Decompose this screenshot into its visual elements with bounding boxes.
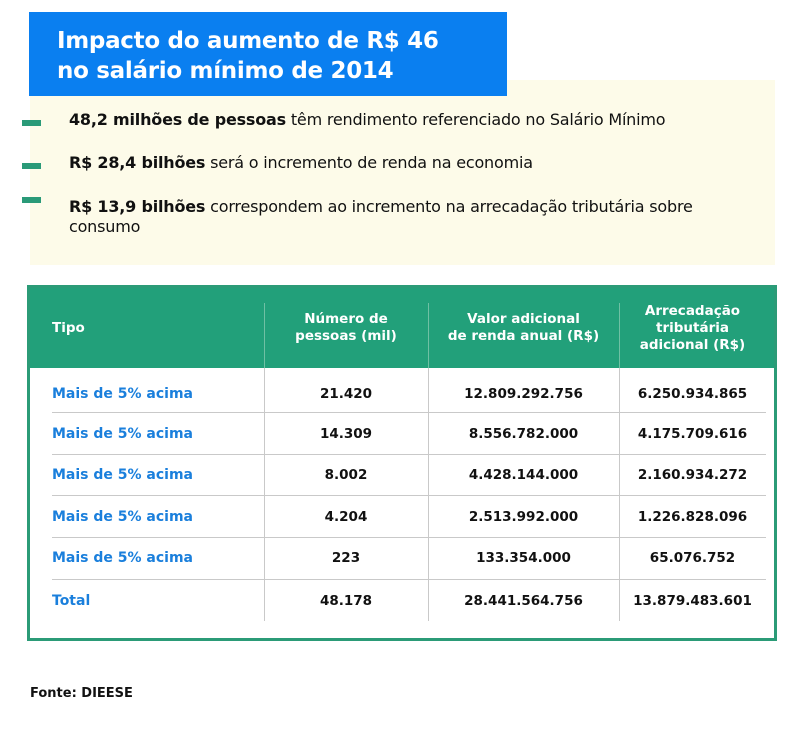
highlight-rest: têm rendimento referenciado no Salário M… — [285, 110, 666, 129]
table-row: Mais de 5% acima 21.420 12.809.292.756 6… — [30, 373, 774, 414]
cell-valor: 28.441.564.756 — [464, 592, 583, 609]
cell-pessoas: 4.204 — [324, 508, 368, 525]
data-table: Tipo Número de pessoas (mil) Valor adicio… — [27, 285, 777, 641]
table-row: Mais de 5% acima 223 133.354.000 65.076.… — [30, 537, 774, 578]
highlight-text: R$ 28,4 bilhões será o incremento de ren… — [69, 153, 769, 173]
source-note: Fonte: DIEESE — [30, 686, 133, 701]
cell-tipo: Mais de 5% acima — [52, 385, 193, 402]
cell-arrecadacao: 2.160.934.272 — [637, 466, 748, 483]
cell-arrecadacao: 1.226.828.096 — [637, 508, 748, 525]
cell-pessoas: 8.002 — [324, 466, 368, 483]
column-divider — [619, 368, 620, 621]
header-valor-line2: de renda anual (R$) — [447, 328, 600, 344]
table-row: Mais de 5% acima 8.002 4.428.144.000 2.1… — [30, 454, 774, 495]
cell-valor: 4.428.144.000 — [468, 466, 579, 483]
header-arrecadacao: Arrecadação tributária adicional (R$) — [619, 288, 766, 368]
table-row: Mais de 5% acima 4.204 2.513.992.000 1.2… — [30, 496, 774, 537]
header-pessoas: Número de pessoas (mil) — [264, 288, 428, 368]
highlight-bold: R$ 13,9 bilhões — [69, 197, 206, 216]
column-divider — [619, 303, 620, 368]
cell-tipo: Mais de 5% acima — [52, 549, 193, 566]
cell-arrecadacao: 4.175.709.616 — [637, 425, 748, 442]
bullet-dash-icon — [22, 163, 41, 169]
header-valor-line1: Valor adicional — [467, 311, 580, 327]
table-row-total: Total 48.178 28.441.564.756 13.879.483.6… — [30, 580, 774, 621]
header-pessoas-line2: pessoas (mil) — [295, 328, 397, 344]
table-header: Tipo Número de pessoas (mil) Valor adicio… — [30, 288, 774, 368]
title-line-1: Impacto do aumento de R$ 46 — [57, 28, 439, 54]
cell-valor: 2.513.992.000 — [468, 508, 579, 525]
header-arrec-line3: adicional (R$) — [639, 336, 746, 353]
row-divider — [52, 412, 766, 413]
highlight-text: R$ 13,9 bilhões correspondem ao incremen… — [69, 197, 759, 237]
table-row: Mais de 5% acima 14.309 8.556.782.000 4.… — [30, 413, 774, 454]
cell-valor: 12.809.292.756 — [464, 385, 583, 402]
cell-tipo: Total — [52, 592, 91, 609]
header-arrec-line2: tributária — [656, 319, 729, 336]
cell-arrecadacao: 13.879.483.601 — [633, 592, 752, 609]
bullet-dash-icon — [22, 120, 41, 126]
cell-pessoas: 21.420 — [319, 385, 373, 402]
title-line-2: no salário mínimo de 2014 — [57, 58, 394, 84]
header-pessoas-line1: Número de — [304, 311, 388, 327]
highlight-bold: 48,2 milhões de pessoas — [69, 110, 286, 129]
highlight-rest: correspondem ao incremento na arrecadaçã… — [69, 197, 693, 236]
cell-valor: 8.556.782.000 — [468, 425, 579, 442]
row-divider — [52, 537, 766, 538]
header-valor: Valor adicional de renda anual (R$) — [428, 288, 619, 368]
cell-arrecadacao: 6.250.934.865 — [637, 385, 748, 402]
column-divider — [428, 368, 429, 621]
cell-pessoas: 14.309 — [319, 425, 373, 442]
cell-arrecadacao: 65.076.752 — [649, 549, 736, 566]
column-divider — [264, 368, 265, 621]
bullet-dash-icon — [22, 197, 41, 203]
header-tipo: Tipo — [52, 319, 85, 336]
cell-tipo: Mais de 5% acima — [52, 508, 193, 525]
title-banner: Impacto do aumento de R$ 46 no salário m… — [29, 12, 507, 96]
cell-pessoas: 48.178 — [319, 592, 373, 609]
cell-valor: 133.354.000 — [476, 549, 571, 566]
highlight-bold: R$ 28,4 bilhões — [69, 153, 206, 172]
column-divider — [428, 303, 429, 368]
row-divider — [52, 495, 766, 496]
highlight-text: 48,2 milhões de pessoas têm rendimento r… — [69, 110, 769, 130]
cell-pessoas: 223 — [331, 549, 361, 566]
cell-tipo: Mais de 5% acima — [52, 425, 193, 442]
row-divider — [52, 454, 766, 455]
highlight-rest: será o incremento de renda na economia — [205, 153, 533, 172]
highlights-panel — [30, 80, 775, 265]
header-arrec-line1: Arrecadação — [644, 302, 741, 319]
column-divider — [264, 303, 265, 368]
cell-tipo: Mais de 5% acima — [52, 466, 193, 483]
row-divider — [52, 579, 766, 580]
